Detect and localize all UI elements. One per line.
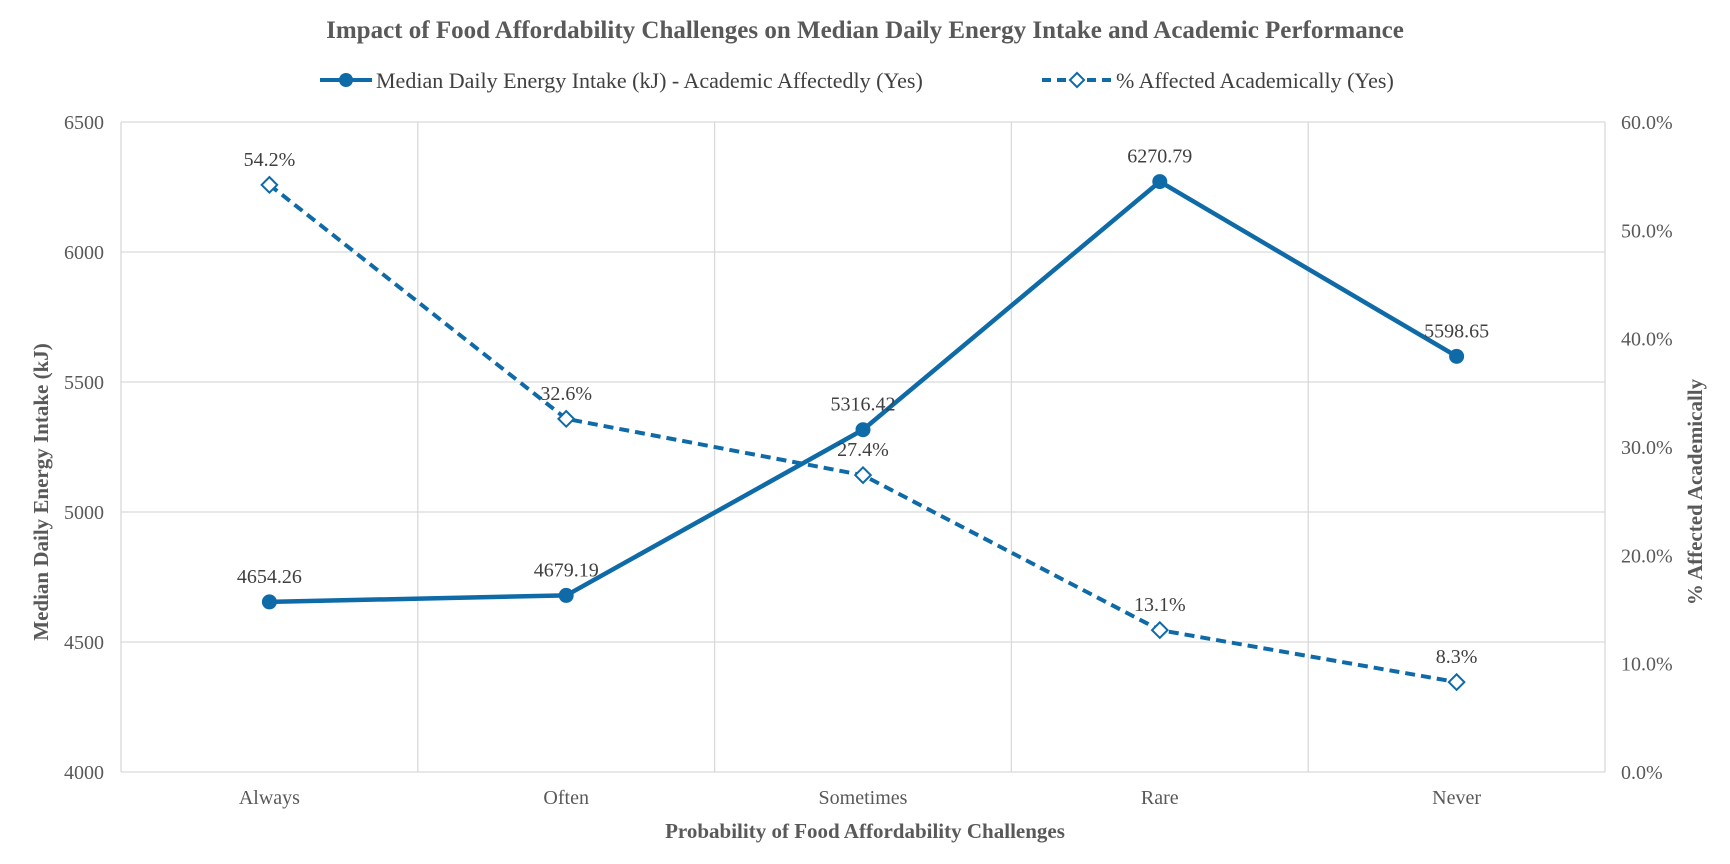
y-tick-label: 4500 bbox=[64, 632, 104, 654]
affected-point bbox=[1150, 620, 1169, 640]
affected-point bbox=[853, 465, 873, 485]
y2-tick-label: 30.0% bbox=[1621, 437, 1673, 459]
energy-point bbox=[1152, 174, 1168, 190]
x-tick-label: Sometimes bbox=[819, 787, 908, 809]
legend-label-affected: % Affected Academically (Yes) bbox=[1116, 68, 1394, 93]
affected-point bbox=[260, 175, 279, 195]
x-tick-label: Never bbox=[1432, 787, 1481, 809]
y2-tick-label: 20.0% bbox=[1621, 545, 1673, 567]
y2-tick-label: 50.0% bbox=[1621, 220, 1673, 242]
x-tick-label: Always bbox=[239, 787, 300, 809]
energy-point bbox=[1449, 348, 1465, 364]
gridlines bbox=[120, 121, 1606, 773]
affected-point bbox=[557, 409, 576, 429]
legend-marker-affected bbox=[1068, 71, 1086, 89]
y-tick-label: 6000 bbox=[64, 242, 104, 264]
legend-entry-affected: % Affected Academically (Yes) bbox=[1042, 68, 1394, 93]
y2-axis-title: % Affected Academically bbox=[1683, 378, 1707, 605]
affected-data-label: 54.2% bbox=[244, 149, 296, 171]
series-energy-line bbox=[269, 179, 1458, 605]
y-tick-label: 5000 bbox=[64, 502, 104, 524]
legend-label-energy: Median Daily Energy Intake (kJ) - Academ… bbox=[376, 68, 923, 93]
affected-data-label: 8.3% bbox=[1436, 646, 1478, 668]
energy-data-label: 4654.26 bbox=[237, 566, 302, 588]
affected-data-label: 32.6% bbox=[540, 383, 592, 405]
legend-marker-energy bbox=[339, 73, 353, 87]
legend-entry-energy: Median Daily Energy Intake (kJ) - Academ… bbox=[320, 68, 923, 93]
affected-point bbox=[1447, 672, 1466, 692]
energy-data-label: 5598.65 bbox=[1424, 320, 1489, 342]
y-tick-label: 4000 bbox=[64, 762, 104, 784]
series-layer: 54.2% 32.6% 27.4% 13.1% 8.3% 4654.26 4679.19 53… bbox=[237, 146, 1489, 692]
y-axis-ticks: 4000 4500 5000 5500 6000 6500 bbox=[64, 112, 104, 784]
x-axis-title: Probability of Food Affordability Challe… bbox=[665, 819, 1065, 843]
energy-data-label: 6270.79 bbox=[1127, 146, 1192, 168]
legend: Median Daily Energy Intake (kJ) - Academ… bbox=[320, 68, 1394, 93]
y2-tick-label: 10.0% bbox=[1621, 654, 1673, 676]
energy-point bbox=[855, 422, 871, 438]
x-axis-ticks: Always Often Sometimes Rare Never bbox=[239, 787, 1482, 809]
chart-title: Impact of Food Affordability Challenges … bbox=[326, 17, 1404, 44]
y2-axis-ticks: 0.0% 10.0% 20.0% 30.0% 40.0% 50.0% 60.0% bbox=[1621, 112, 1673, 784]
y2-tick-label: 0.0% bbox=[1621, 762, 1663, 784]
y2-tick-label: 60.0% bbox=[1621, 112, 1673, 134]
x-tick-label: Rare bbox=[1141, 787, 1179, 809]
y-tick-label: 6500 bbox=[64, 112, 104, 134]
energy-data-label: 5316.42 bbox=[831, 394, 896, 416]
energy-point bbox=[261, 594, 277, 610]
affected-data-label: 13.1% bbox=[1134, 594, 1186, 616]
affected-data-label: 27.4% bbox=[837, 439, 889, 461]
x-tick-label: Often bbox=[543, 787, 589, 809]
energy-data-label: 4679.19 bbox=[534, 559, 599, 581]
y2-tick-label: 40.0% bbox=[1621, 329, 1673, 351]
y-tick-label: 5500 bbox=[64, 372, 104, 394]
energy-point bbox=[558, 587, 574, 603]
y-axis-title: Median Daily Energy Intake (kJ) bbox=[29, 343, 53, 641]
